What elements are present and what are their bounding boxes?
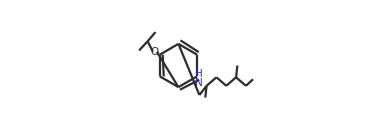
Text: O: O	[150, 47, 159, 57]
Text: H
N: H N	[195, 69, 203, 88]
